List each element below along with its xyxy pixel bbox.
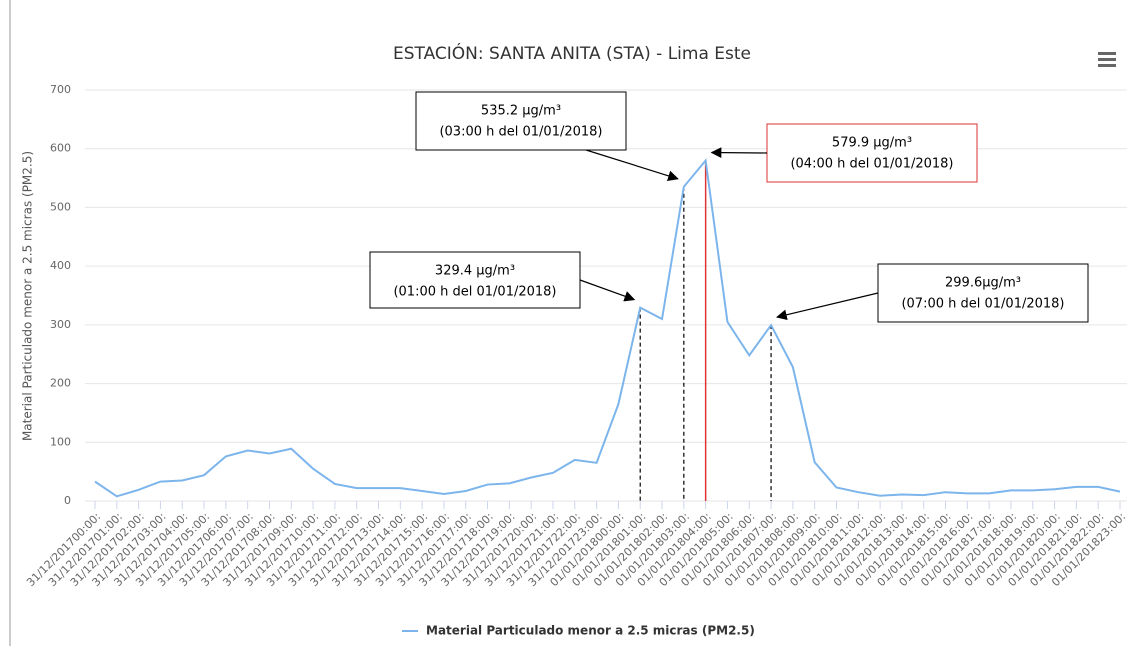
annotation-value: 299.6µg/m³ [945, 276, 1021, 291]
y-tick-label: 100 [50, 435, 71, 448]
y-tick-label: 500 [50, 200, 71, 213]
annotation-box [369, 251, 581, 309]
y-tick-label: 700 [50, 83, 71, 96]
annotation-box [877, 263, 1089, 323]
annotation-time: (03:00 h del 01/01/2018) [439, 125, 602, 140]
annotation-arrow [776, 292, 879, 321]
series-line [94, 158, 1121, 498]
annotation-value: 329.4 µg/m³ [435, 264, 515, 279]
annotation-time: (07:00 h del 01/01/2018) [901, 297, 1064, 312]
y-tick-label: 200 [50, 377, 71, 390]
annotation-arrow [585, 149, 679, 182]
chart-title: ESTACIÓN: SANTA ANITA (STA) - Lima Este [393, 42, 751, 64]
y-tick-label: 600 [50, 142, 71, 155]
annotation-box [415, 91, 627, 151]
annotation-box [766, 123, 978, 183]
legend-label: Material Particulado menor a 2.5 micras … [426, 624, 755, 638]
menu-icon[interactable] [1098, 52, 1116, 67]
y-axis-title: Material Particulado menor a 2.5 micras … [21, 151, 35, 441]
annotation-time: (01:00 h del 01/01/2018) [393, 285, 556, 300]
annotation-value: 579.9 µg/m³ [832, 136, 912, 151]
annotation-value: 535.2 µg/m³ [481, 104, 561, 119]
y-tick-label: 0 [64, 494, 71, 507]
annotation-time: (04:00 h del 01/01/2018) [790, 157, 953, 172]
y-tick-label: 300 [50, 318, 71, 331]
annotation-arrow [579, 279, 636, 302]
y-tick-label: 400 [50, 259, 71, 272]
